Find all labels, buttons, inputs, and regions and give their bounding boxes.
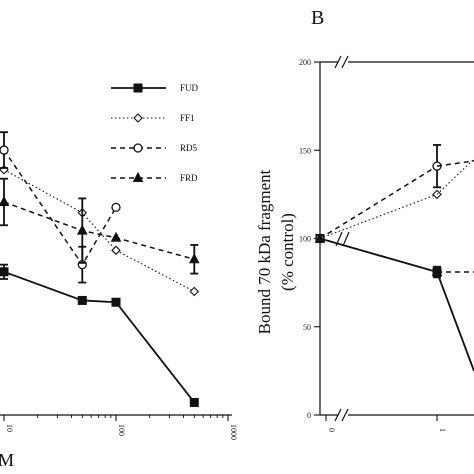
panel-b-top-frame-break [334,55,349,69]
panel-a-x-tick-label: 10 [5,424,14,432]
panel-b: B Bound 70 kDa fragment (% control) 0 50 1… [255,7,474,432]
panel-b-x-tick-label: 0 [327,428,336,432]
legend-marker-rd5 [133,143,143,153]
panel-a-point-frd [76,224,88,235]
panel-a-x-tick-label: 100 [117,424,126,436]
panel-b-x-tick-label: 1 [438,428,447,432]
panel-b-line-frd [319,237,438,273]
panel-b-y-axis-subtitle: (% control) [278,213,297,291]
panel-b-series-ff1 [315,189,442,244]
panel-b-line-continuation-rd5 [436,160,474,167]
panel-b-series [314,144,474,372]
panel-b-y-tick-label: 0 [307,411,311,420]
panel-a-point-fud [77,295,87,305]
panel-a: 10 100 1000 M FUD FF1 RD5 FRD [0,83,238,470]
panel-b-point-frd [314,232,326,243]
legend-marker-ff1 [133,113,143,123]
panel-a-series-rd5 [0,131,121,284]
panel-a-x-ticks: 10 100 1000 [3,415,238,440]
legend-label-rd5: RD5 [180,143,198,153]
panel-a-line-fud [3,270,195,404]
panel-a-point-frd [188,253,200,264]
panel-a-series-frd [0,177,200,275]
panel-a-line-ff1 [3,169,195,292]
panel-a-point-fud [111,297,121,307]
panel-b-y-tick-label: 150 [299,146,311,155]
panel-b-y-tick-label: 50 [303,323,311,332]
panel-a-xlabel-fragment: M [0,450,14,470]
panel-a-point-frd [110,231,122,242]
legend-label-ff1: FF1 [180,113,195,123]
legend-item-ff1: FF1 [111,113,195,123]
legend: FUD FF1 RD5 FRD [111,83,199,183]
panel-b-label: B [311,7,324,29]
panel-a-line-rd5 [3,149,117,267]
legend-marker-fud [133,83,143,93]
panel-b-y-axis-title: Bound 70 kDa fragment [255,169,274,334]
panel-b-series-rd5 [315,144,442,244]
panel-b-line-ff1 [319,193,438,240]
panel-a-point-rd5 [0,145,9,155]
legend-label-fud: FUD [180,83,199,93]
panel-a-point-rd5 [111,202,121,213]
legend-marker-frd [132,171,144,182]
panel-a-point-fud [0,267,9,277]
panel-b-line-continuation-fud [436,271,474,372]
panel-a-point-fud [189,397,199,407]
panel-a-series-fud [0,263,199,407]
panel-a-series [0,131,200,407]
panel-a-series-ff1 [0,164,200,297]
legend-item-rd5: RD5 [111,143,198,153]
panel-a-line-frd [3,201,195,260]
panel-b-x-axis-break [334,408,349,422]
panel-b-y-tick-label: 200 [299,58,311,67]
panel-a-point-ff1 [111,245,121,256]
legend-item-frd: FRD [111,171,198,183]
panel-a-point-ff1 [189,286,200,297]
legend-item-fud: FUD [111,83,199,93]
panel-a-point-frd [0,195,10,206]
panel-b-line-continuation-ff1 [436,158,474,195]
legend-label-frd: FRD [180,173,198,183]
panel-b-series-fud [315,234,442,279]
panel-b-line-rd5 [319,165,438,240]
panel-b-y-tick-label: 100 [299,235,311,244]
panel-a-x-tick-label: 1000 [229,424,238,440]
